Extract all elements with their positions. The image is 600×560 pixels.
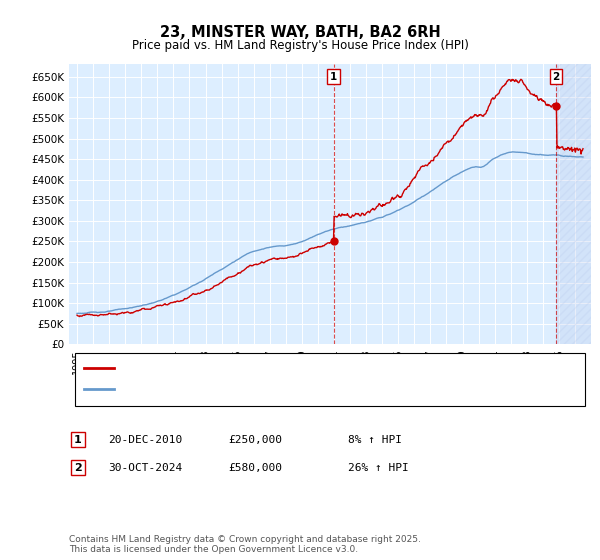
Text: Price paid vs. HM Land Registry's House Price Index (HPI): Price paid vs. HM Land Registry's House … [131,39,469,52]
Text: 2: 2 [553,72,560,82]
Text: 2: 2 [74,463,82,473]
Text: £250,000: £250,000 [228,435,282,445]
Text: 23, MINSTER WAY, BATH, BA2 6RH: 23, MINSTER WAY, BATH, BA2 6RH [160,25,440,40]
Text: 8% ↑ HPI: 8% ↑ HPI [348,435,402,445]
Text: HPI: Average price, semi-detached house, Bath and North East Somerset: HPI: Average price, semi-detached house,… [120,384,500,394]
Text: 1: 1 [330,72,337,82]
Text: 20-DEC-2010: 20-DEC-2010 [108,435,182,445]
Text: 1: 1 [74,435,82,445]
Text: 30-OCT-2024: 30-OCT-2024 [108,463,182,473]
Text: Contains HM Land Registry data © Crown copyright and database right 2025.
This d: Contains HM Land Registry data © Crown c… [69,535,421,554]
Text: 23, MINSTER WAY, BATH, BA2 6RH (semi-detached house): 23, MINSTER WAY, BATH, BA2 6RH (semi-det… [120,363,421,374]
Text: 26% ↑ HPI: 26% ↑ HPI [348,463,409,473]
Text: £580,000: £580,000 [228,463,282,473]
